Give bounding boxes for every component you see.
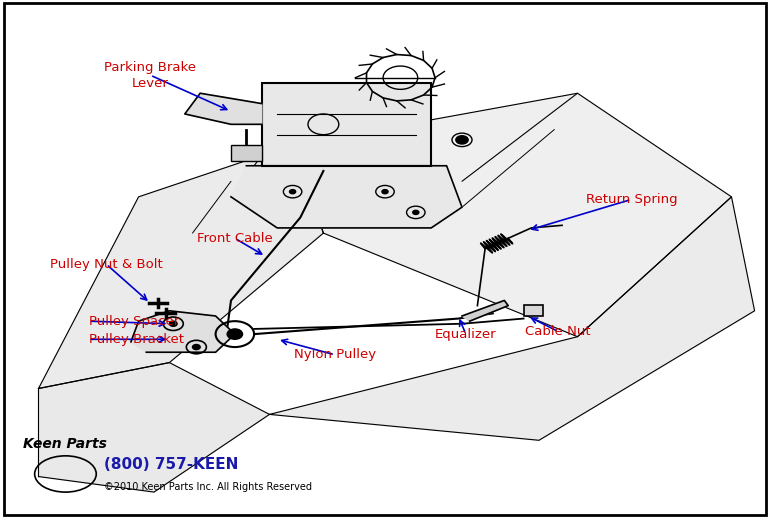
FancyBboxPatch shape bbox=[231, 145, 262, 161]
Circle shape bbox=[192, 344, 200, 350]
FancyBboxPatch shape bbox=[524, 305, 543, 316]
Circle shape bbox=[169, 321, 177, 326]
Polygon shape bbox=[231, 166, 462, 228]
Text: (800) 757-KEEN: (800) 757-KEEN bbox=[104, 457, 239, 472]
Polygon shape bbox=[38, 145, 323, 388]
FancyBboxPatch shape bbox=[262, 83, 431, 166]
Text: ©2010 Keen Parts Inc. All Rights Reserved: ©2010 Keen Parts Inc. All Rights Reserve… bbox=[104, 482, 312, 492]
Circle shape bbox=[290, 190, 296, 194]
Text: Front Cable: Front Cable bbox=[197, 232, 273, 245]
Text: Pulley Nut & Bolt: Pulley Nut & Bolt bbox=[50, 257, 162, 271]
Polygon shape bbox=[462, 300, 508, 321]
Circle shape bbox=[382, 190, 388, 194]
Text: Equalizer: Equalizer bbox=[435, 327, 497, 341]
Polygon shape bbox=[270, 197, 755, 440]
Circle shape bbox=[456, 136, 468, 144]
Polygon shape bbox=[38, 363, 270, 492]
Polygon shape bbox=[293, 93, 732, 337]
Text: Cable Nut: Cable Nut bbox=[525, 325, 591, 338]
Text: Pulley Bracket: Pulley Bracket bbox=[89, 333, 183, 346]
Circle shape bbox=[413, 210, 419, 214]
Polygon shape bbox=[185, 93, 262, 124]
Text: Parking Brake
Lever: Parking Brake Lever bbox=[104, 61, 196, 90]
Circle shape bbox=[227, 329, 243, 339]
Text: Nylon Pulley: Nylon Pulley bbox=[294, 348, 376, 362]
Polygon shape bbox=[131, 311, 235, 352]
Text: Return Spring: Return Spring bbox=[586, 193, 677, 206]
Text: Keen Parts: Keen Parts bbox=[23, 437, 107, 451]
Text: Pulley Spacer: Pulley Spacer bbox=[89, 314, 179, 328]
